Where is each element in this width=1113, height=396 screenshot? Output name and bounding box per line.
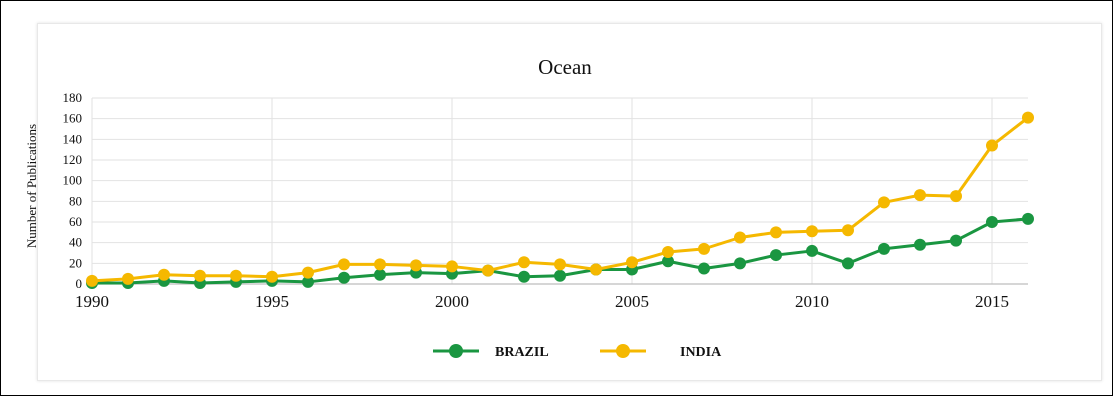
- grid: [91, 97, 1028, 284]
- data-point-india: [410, 259, 422, 272]
- data-point-india: [230, 269, 242, 282]
- series-brazil: [86, 212, 1034, 289]
- data-point-brazil: [914, 238, 926, 251]
- data-point-brazil: [842, 257, 854, 270]
- data-point-brazil: [950, 234, 962, 247]
- y-tick-label: 140: [63, 131, 83, 146]
- data-point-brazil: [1022, 212, 1034, 225]
- data-point-india: [302, 266, 314, 279]
- x-tick-label: 2015: [975, 292, 1009, 311]
- data-point-brazil: [662, 255, 674, 268]
- data-point-india: [698, 242, 710, 255]
- y-axis-label: Number of Publications: [24, 124, 39, 248]
- y-tick-label: 160: [63, 111, 83, 126]
- legend: BRAZIL INDIA: [433, 344, 722, 360]
- data-point-brazil: [554, 269, 566, 282]
- chart-title: Ocean: [538, 55, 592, 79]
- legend-item-india: INDIA: [600, 344, 722, 360]
- x-tick-label: 1990: [75, 292, 109, 311]
- data-point-india: [914, 189, 926, 202]
- chart-panel: [37, 23, 1102, 381]
- y-tick-label: 180: [63, 90, 83, 105]
- data-point-india: [590, 263, 602, 276]
- data-point-brazil: [806, 244, 818, 257]
- legend-swatch-marker: [616, 344, 630, 358]
- y-tick-label: 80: [69, 193, 82, 208]
- data-point-brazil: [338, 271, 350, 284]
- data-point-brazil: [302, 275, 314, 288]
- data-point-india: [446, 260, 458, 273]
- data-point-india: [950, 190, 962, 203]
- x-tick-label: 2005: [615, 292, 649, 311]
- data-point-brazil: [698, 262, 710, 275]
- data-point-india: [770, 226, 782, 239]
- legend-item-brazil: BRAZIL: [433, 344, 549, 360]
- data-point-india: [122, 272, 134, 285]
- data-point-india: [518, 256, 530, 269]
- data-point-india: [842, 224, 854, 237]
- legend-swatch-marker: [449, 344, 463, 358]
- legend-label: BRAZIL: [495, 345, 549, 360]
- axes: 0 20 40 60 80 100 120 140 160 180 1990 1995 2000 2005…: [63, 90, 1028, 311]
- data-point-brazil: [374, 268, 386, 281]
- data-point-brazil: [734, 257, 746, 270]
- series-india: [86, 111, 1034, 287]
- y-tick-label: 40: [69, 235, 82, 250]
- data-point-india: [554, 258, 566, 271]
- data-point-india: [734, 231, 746, 244]
- data-point-india: [1022, 111, 1034, 124]
- data-point-brazil: [878, 242, 890, 255]
- data-point-brazil: [986, 216, 998, 228]
- y-tick-label: 20: [69, 255, 82, 270]
- x-tick-label: 1995: [255, 292, 289, 311]
- y-tick-label: 0: [76, 276, 83, 291]
- data-point-india: [158, 268, 170, 281]
- y-tick-label: 60: [69, 214, 82, 229]
- series-layer: [86, 111, 1034, 289]
- data-point-india: [194, 269, 206, 282]
- data-point-india: [662, 245, 674, 258]
- data-point-india: [338, 258, 350, 271]
- y-tick-label: 100: [63, 173, 83, 188]
- legend-label: INDIA: [680, 345, 722, 360]
- data-point-india: [266, 270, 278, 283]
- y-tick-label: 120: [63, 152, 83, 167]
- x-tick-label: 2000: [435, 292, 469, 311]
- data-point-india: [806, 225, 818, 238]
- data-point-india: [482, 264, 494, 277]
- data-point-india: [986, 139, 998, 152]
- x-tick-label: 2010: [795, 292, 829, 311]
- data-point-india: [374, 258, 386, 271]
- data-point-brazil: [770, 249, 782, 262]
- data-point-india: [878, 196, 890, 209]
- data-point-india: [86, 274, 98, 287]
- data-point-india: [626, 256, 638, 269]
- data-point-brazil: [518, 270, 530, 283]
